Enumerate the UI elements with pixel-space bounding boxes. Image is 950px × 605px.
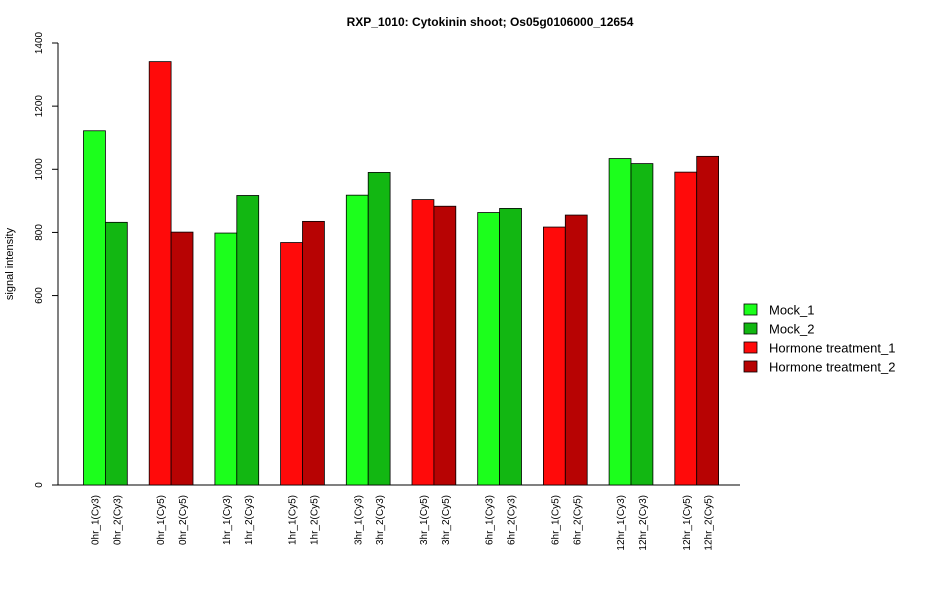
bar	[499, 208, 522, 486]
x-tick-label: 0hr_2(Cy5)	[178, 495, 189, 545]
x-tick-label: 3hr_1(Cy3)	[353, 495, 364, 545]
bar	[214, 232, 238, 486]
legend-label: Hormone treatment_1	[769, 341, 895, 356]
bars-group	[83, 61, 720, 486]
bar	[170, 231, 194, 486]
legend-label: Mock_2	[769, 322, 815, 337]
x-tick-label: 3hr_1(Cy5)	[419, 495, 430, 545]
x-tick-labels: 0hr_1(Cy3) 0hr_2(Cy3) 0hr_1(Cy5) 0hr_2(Cy5)…	[90, 495, 714, 551]
x-tick-label: 1hr_2(Cy5)	[309, 495, 320, 545]
x-tick-label: 12hr_2(Cy3)	[638, 495, 649, 551]
chart-title: RXP_1010: Cytokinin shoot; Os05g0106000_…	[347, 15, 634, 29]
y-tick-label: 800	[34, 224, 45, 241]
x-tick-label: 3hr_2(Cy3)	[375, 495, 386, 545]
bar	[608, 158, 632, 486]
legend-swatch	[743, 303, 758, 316]
bar	[148, 61, 172, 486]
bar	[564, 214, 588, 486]
x-tick-label: 1hr_2(Cy3)	[244, 495, 255, 545]
legend-label: Mock_1	[769, 303, 815, 318]
bar	[83, 130, 106, 486]
x-tick-label: 0hr_1(Cy5)	[156, 495, 167, 545]
y-tick-label: 1000	[34, 158, 45, 181]
bar	[630, 163, 654, 486]
y-tick-label: 1400	[34, 31, 45, 54]
x-tick-label: 6hr_1(Cy3)	[485, 495, 496, 545]
x-tick-label: 1hr_1(Cy3)	[222, 495, 233, 545]
bar	[367, 172, 391, 486]
bar	[543, 226, 566, 486]
bar	[411, 199, 435, 486]
y-tick-label: 600	[34, 287, 45, 304]
x-tick-label: 6hr_2(Cy3)	[507, 495, 518, 545]
x-tick-label: 6hr_1(Cy5)	[550, 495, 561, 545]
y-tick-label: 1200	[34, 95, 45, 118]
bar	[477, 212, 501, 486]
legend-swatch	[743, 322, 758, 335]
bar	[433, 205, 457, 486]
legend: Mock_1 Mock_2 Hormone treatment_1 Hormone t…	[743, 303, 895, 375]
legend-label: Hormone treatment_2	[769, 360, 895, 375]
x-tick-label: 1hr_1(Cy5)	[288, 495, 299, 545]
bar	[674, 171, 698, 486]
bar	[696, 155, 720, 486]
bar	[236, 195, 260, 486]
bar	[345, 194, 369, 486]
x-tick-label: 3hr_2(Cy5)	[441, 495, 452, 545]
bar	[280, 242, 303, 486]
x-tick-label: 6hr_2(Cy5)	[572, 495, 583, 545]
x-tick-label: 0hr_1(Cy3)	[90, 495, 101, 545]
x-tick-label: 12hr_1(Cy5)	[682, 495, 693, 551]
x-tick-label: 12hr_1(Cy3)	[616, 495, 627, 551]
x-tick-label: 0hr_2(Cy3)	[112, 495, 123, 545]
bar	[302, 220, 325, 486]
legend-swatch	[743, 360, 758, 373]
y-axis-label: signal intensity	[4, 227, 16, 300]
bar	[105, 221, 128, 486]
legend-swatch	[743, 341, 758, 354]
x-tick-label: 12hr_2(Cy5)	[704, 495, 715, 551]
y-tick-label: 0	[34, 482, 45, 488]
